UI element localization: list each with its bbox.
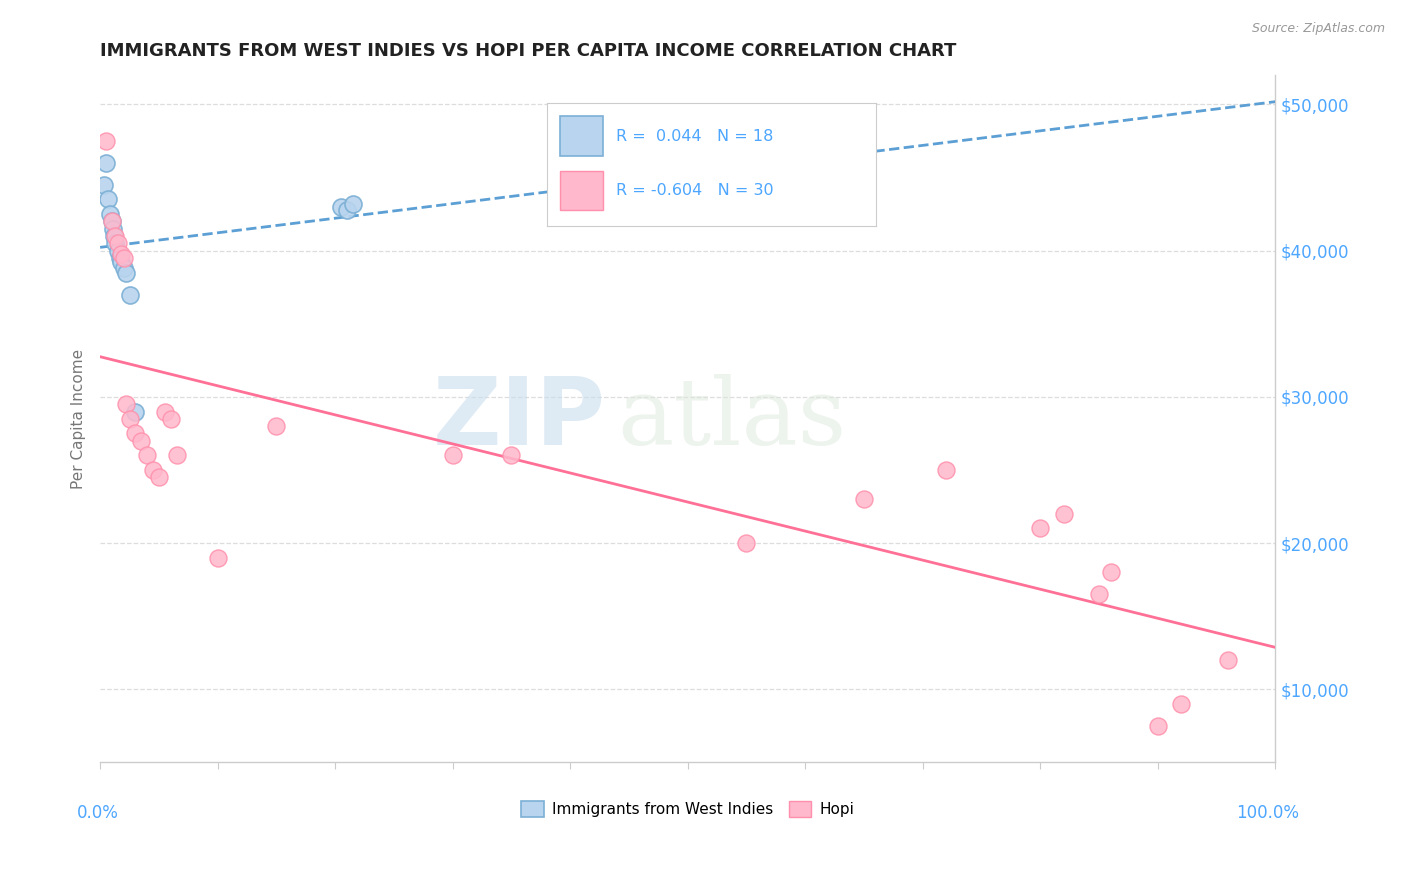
Text: IMMIGRANTS FROM WEST INDIES VS HOPI PER CAPITA INCOME CORRELATION CHART: IMMIGRANTS FROM WEST INDIES VS HOPI PER …: [100, 42, 956, 60]
Point: [1146, 719, 1168, 733]
Point: [110, 246, 132, 260]
Point: [107, 236, 129, 251]
Point: [153, 404, 176, 418]
Text: 100.0%: 100.0%: [1236, 804, 1299, 822]
Point: [266, 419, 288, 434]
Point: [118, 287, 141, 301]
Point: [101, 214, 124, 228]
Point: [1053, 507, 1076, 521]
Point: [1099, 566, 1122, 580]
Text: Source: ZipAtlas.com: Source: ZipAtlas.com: [1251, 22, 1385, 36]
Point: [112, 261, 135, 276]
Point: [104, 229, 127, 244]
Text: ZIP: ZIP: [433, 373, 606, 465]
Point: [735, 536, 758, 550]
Point: [129, 434, 152, 448]
Point: [1170, 697, 1192, 711]
Legend: Immigrants from West Indies, Hopi: Immigrants from West Indies, Hopi: [516, 796, 860, 823]
Point: [336, 202, 359, 217]
Point: [108, 251, 131, 265]
Point: [853, 492, 876, 507]
Point: [124, 404, 146, 418]
Point: [342, 197, 364, 211]
Point: [104, 236, 127, 251]
Point: [110, 255, 132, 269]
Text: atlas: atlas: [617, 374, 846, 464]
Point: [207, 550, 229, 565]
Y-axis label: Per Capita Income: Per Capita Income: [72, 349, 86, 489]
Point: [101, 214, 124, 228]
Point: [115, 397, 138, 411]
Point: [142, 463, 165, 477]
Point: [118, 412, 141, 426]
Point: [935, 463, 957, 477]
Point: [97, 193, 120, 207]
Point: [1218, 653, 1240, 667]
Point: [148, 470, 170, 484]
Point: [112, 251, 135, 265]
Point: [166, 449, 188, 463]
Point: [93, 178, 115, 192]
Point: [107, 244, 129, 258]
Point: [94, 156, 117, 170]
Point: [98, 207, 121, 221]
Point: [103, 229, 125, 244]
Point: [101, 221, 124, 235]
Text: 0.0%: 0.0%: [76, 804, 118, 822]
Point: [1029, 521, 1052, 535]
Point: [136, 449, 159, 463]
Point: [94, 134, 117, 148]
Point: [115, 266, 138, 280]
Point: [501, 449, 523, 463]
Point: [330, 200, 353, 214]
Point: [124, 426, 146, 441]
Point: [159, 412, 181, 426]
Point: [441, 449, 464, 463]
Point: [1088, 587, 1111, 601]
